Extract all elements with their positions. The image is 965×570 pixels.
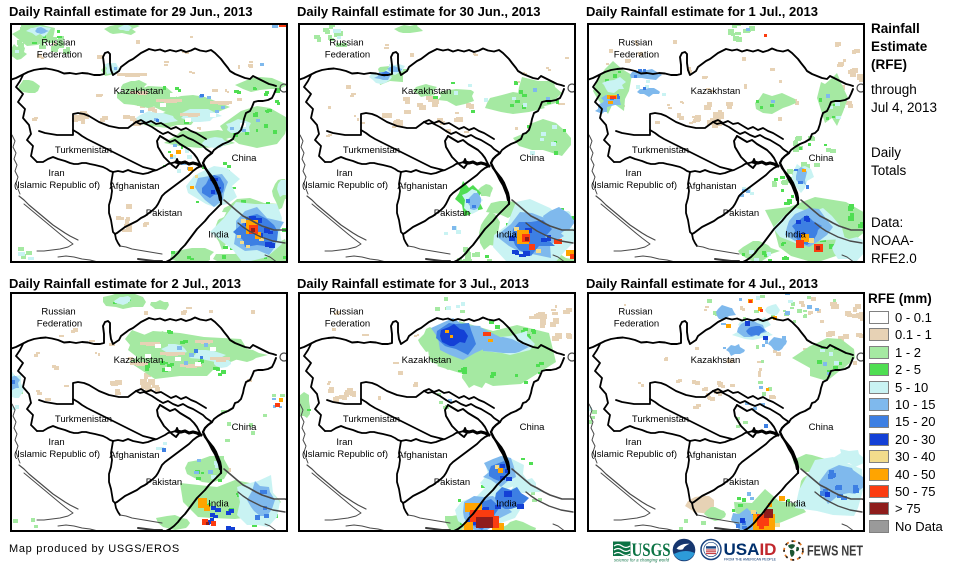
svg-text:Russian: Russian: [41, 38, 75, 49]
svg-text:Iran: Iran: [48, 168, 64, 179]
svg-text:Kazakhstan: Kazakhstan: [114, 86, 164, 97]
svg-text:(Islamic Republic of): (Islamic Republic of): [591, 449, 677, 460]
svg-text:China: China: [232, 422, 258, 433]
svg-text:Pakistan: Pakistan: [434, 477, 470, 488]
svg-text:science for a changing world: science for a changing world: [614, 558, 670, 563]
svg-text:Iran: Iran: [48, 437, 64, 448]
svg-text:Kazakhstan: Kazakhstan: [691, 86, 741, 97]
svg-text:FEWS NET: FEWS NET: [807, 544, 863, 560]
svg-text:Turkmenistan: Turkmenistan: [632, 414, 689, 425]
svg-text:Russian: Russian: [329, 307, 363, 318]
svg-text:India: India: [208, 499, 229, 510]
svg-text:(Islamic Republic of): (Islamic Republic of): [302, 180, 388, 191]
svg-text:Federation: Federation: [37, 319, 82, 330]
svg-text:Pakistan: Pakistan: [146, 208, 182, 219]
svg-text:Turkmenistan: Turkmenistan: [343, 414, 400, 425]
svg-text:Pakistan: Pakistan: [146, 477, 182, 488]
svg-text:India: India: [785, 499, 806, 510]
svg-text:Afghanistan: Afghanistan: [397, 450, 447, 461]
svg-text:Kazakhstan: Kazakhstan: [402, 86, 452, 97]
svg-text:Afghanistan: Afghanistan: [109, 181, 159, 192]
svg-text:Kazakhstan: Kazakhstan: [691, 355, 741, 366]
svg-text:India: India: [208, 230, 229, 241]
svg-text:Turkmenistan: Turkmenistan: [55, 145, 112, 156]
svg-text:(Islamic Republic of): (Islamic Republic of): [302, 449, 388, 460]
svg-text:Pakistan: Pakistan: [434, 208, 470, 219]
svg-text:(Islamic Republic of): (Islamic Republic of): [591, 180, 677, 191]
svg-text:Russian: Russian: [618, 38, 652, 49]
svg-text:USAID: USAID: [724, 541, 777, 559]
svg-text:Afghanistan: Afghanistan: [686, 450, 736, 461]
svg-text:Iran: Iran: [336, 168, 352, 179]
svg-text:China: China: [520, 422, 546, 433]
svg-text:Russian: Russian: [329, 38, 363, 49]
svg-text:India: India: [496, 230, 517, 241]
svg-text:USGS: USGS: [632, 541, 671, 561]
svg-text:Federation: Federation: [37, 50, 82, 61]
svg-text:Federation: Federation: [325, 50, 370, 61]
svg-text:Turkmenistan: Turkmenistan: [55, 414, 112, 425]
svg-text:Kazakhstan: Kazakhstan: [402, 355, 452, 366]
svg-text:Turkmenistan: Turkmenistan: [632, 145, 689, 156]
svg-text:Pakistan: Pakistan: [723, 208, 759, 219]
svg-text:China: China: [520, 153, 546, 164]
svg-text:Iran: Iran: [625, 168, 641, 179]
svg-text:India: India: [496, 499, 517, 510]
svg-text:Afghanistan: Afghanistan: [686, 181, 736, 192]
svg-text:FROM THE AMERICAN PEOPLE: FROM THE AMERICAN PEOPLE: [724, 557, 776, 561]
svg-text:Afghanistan: Afghanistan: [109, 450, 159, 461]
svg-text:Russian: Russian: [618, 307, 652, 318]
svg-text:Afghanistan: Afghanistan: [397, 181, 447, 192]
svg-text:Iran: Iran: [625, 437, 641, 448]
svg-text:China: China: [809, 153, 835, 164]
svg-text:China: China: [809, 422, 835, 433]
svg-text:(Islamic Republic of): (Islamic Republic of): [14, 180, 100, 191]
svg-text:Turkmenistan: Turkmenistan: [343, 145, 400, 156]
svg-text:(Islamic Republic of): (Islamic Republic of): [14, 449, 100, 460]
svg-text:Federation: Federation: [325, 319, 370, 330]
svg-text:Federation: Federation: [614, 319, 659, 330]
svg-text:India: India: [785, 230, 806, 241]
svg-text:Iran: Iran: [336, 437, 352, 448]
svg-text:China: China: [232, 153, 258, 164]
svg-text:Federation: Federation: [614, 50, 659, 61]
svg-text:Kazakhstan: Kazakhstan: [114, 355, 164, 366]
svg-text:Russian: Russian: [41, 307, 75, 318]
svg-text:Pakistan: Pakistan: [723, 477, 759, 488]
